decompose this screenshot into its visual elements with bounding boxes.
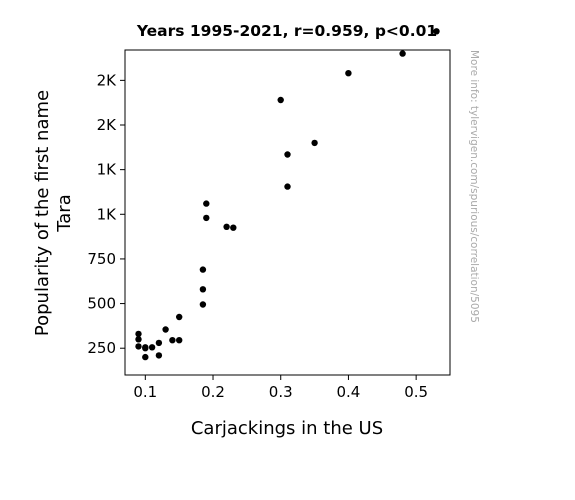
data-point — [277, 96, 284, 104]
y-axis-label-line-1: Popularity of the first name — [32, 90, 53, 336]
x-tick-label: 0.3 — [269, 383, 293, 401]
data-point — [345, 70, 352, 77]
data-point — [176, 337, 183, 344]
y-axis-label-line-2: Tara — [54, 194, 75, 232]
x-tick-label: 0.4 — [337, 383, 361, 401]
data-point — [169, 337, 176, 344]
data-point — [135, 336, 142, 343]
x-tick-label: 0.5 — [404, 383, 428, 401]
data-point — [311, 139, 318, 147]
y-tick-label: 2K — [97, 116, 118, 134]
data-point — [148, 344, 156, 351]
plot-frame — [124, 49, 451, 376]
data-point — [230, 224, 237, 231]
y-tick-label: 1K — [97, 205, 118, 223]
data-point — [284, 183, 291, 190]
y-tick-label: 1K — [97, 161, 118, 179]
y-axis-ticks: 250 500 750 1K 1K 2K 2K — [87, 71, 125, 357]
data-point — [223, 223, 230, 230]
y-tick-label: 500 — [87, 295, 116, 313]
data-point — [135, 343, 142, 350]
y-tick-label: 750 — [87, 250, 116, 268]
x-axis-label: Carjackings in the US — [191, 418, 383, 439]
y-tick-label: 250 — [87, 339, 116, 357]
data-point — [199, 266, 207, 273]
data-point — [203, 200, 210, 207]
data-point — [433, 28, 440, 35]
data-point — [399, 50, 406, 57]
data-point — [176, 313, 183, 321]
chart-title: Years 1995-2021, r=0.959, p<0.01 — [136, 22, 437, 40]
data-point — [155, 339, 163, 347]
data-point — [155, 352, 163, 359]
x-axis-ticks: 0.1 0.2 0.3 0.4 0.5 — [133, 375, 428, 401]
source-note: More info: tylervigen.com/spurious/corre… — [468, 50, 480, 323]
data-point — [135, 330, 142, 338]
data-point — [203, 214, 210, 222]
data-points — [135, 28, 440, 361]
data-point — [199, 286, 207, 293]
data-point — [142, 345, 149, 352]
x-tick-label: 0.2 — [201, 383, 225, 401]
data-point — [142, 353, 149, 361]
data-point — [162, 326, 169, 333]
data-point — [199, 301, 207, 308]
y-tick-label: 2K — [97, 71, 118, 89]
x-tick-label: 0.1 — [133, 383, 157, 401]
data-point — [284, 151, 291, 158]
